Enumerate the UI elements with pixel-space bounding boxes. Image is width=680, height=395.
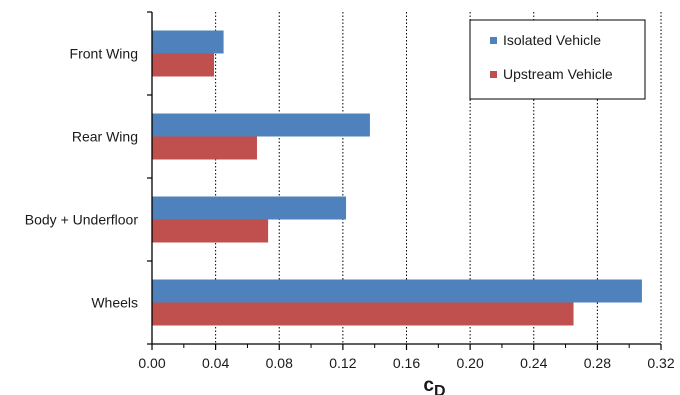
x-tick-label: 0.16 xyxy=(393,355,420,371)
bar-isolated-vehicle xyxy=(152,279,642,303)
bar-isolated-vehicle xyxy=(152,30,224,54)
legend-label: Upstream Vehicle xyxy=(503,66,613,82)
category-label: Wheels xyxy=(91,295,138,311)
category-labels: Front Wing Rear Wing Body + Underfloor Whee… xyxy=(25,46,139,311)
x-tick-label: 0.04 xyxy=(202,355,229,371)
x-tick-label: 0.00 xyxy=(138,355,165,371)
x-axis-title-main: c xyxy=(423,375,434,395)
legend-label: Isolated Vehicle xyxy=(503,32,601,48)
x-tick-label: 0.08 xyxy=(266,355,293,371)
bar-isolated-vehicle xyxy=(152,113,370,137)
bar-isolated-vehicle xyxy=(152,196,347,220)
legend-swatch xyxy=(490,37,497,44)
x-tick-label: 0.24 xyxy=(520,355,547,371)
legend-swatch xyxy=(490,71,497,78)
y-axis-ticks xyxy=(147,11,152,345)
category-label: Rear Wing xyxy=(72,129,138,145)
x-axis-title-sub: D xyxy=(434,383,446,395)
bar-upstream-vehicle xyxy=(152,136,257,160)
x-axis-ticks: 0.00 0.04 0.08 0.12 0.16 0.20 0.24 0.28 0.32 xyxy=(138,344,675,371)
bar-upstream-vehicle xyxy=(152,302,574,326)
bars xyxy=(152,30,642,326)
x-axis-title: cD xyxy=(423,375,445,395)
category-label: Front Wing xyxy=(70,46,138,62)
bar-upstream-vehicle xyxy=(152,219,269,243)
legend-box xyxy=(469,19,646,100)
x-tick-label: 0.32 xyxy=(647,355,674,371)
x-tick-label: 0.28 xyxy=(584,355,611,371)
x-tick-label: 0.12 xyxy=(329,355,356,371)
bar-upstream-vehicle xyxy=(152,53,215,77)
legend: Isolated Vehicle Upstream Vehicle xyxy=(469,19,646,100)
category-label: Body + Underfloor xyxy=(25,212,139,228)
x-tick-label: 0.20 xyxy=(457,355,484,371)
